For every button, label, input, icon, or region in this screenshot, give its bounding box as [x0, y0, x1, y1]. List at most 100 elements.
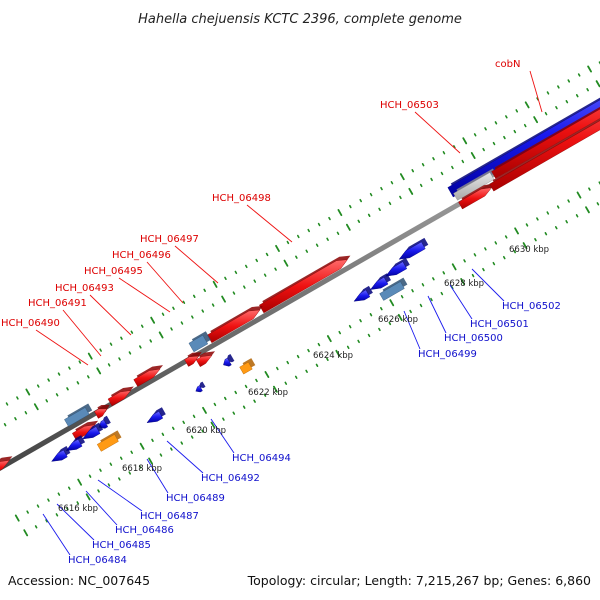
gene-feature-HCH_06485b[interactable]: [96, 434, 119, 452]
tick-mark: [514, 227, 519, 235]
gene-feature-HCH_06495[interactable]: [184, 355, 200, 367]
tick-mark: [430, 177, 433, 182]
gene-feature-HCH_06500[interactable]: [369, 276, 389, 290]
gene-label-HCH_06503[interactable]: HCH_06503: [380, 100, 439, 111]
tick-mark: [463, 259, 466, 263]
tick-mark: [513, 129, 517, 134]
tick-mark: [595, 80, 600, 88]
tick-mark: [470, 152, 476, 160]
tick-mark: [14, 417, 17, 421]
gene-feature-HCH_06502[interactable]: [398, 241, 426, 260]
gene-feature-HCH_06489[interactable]: [146, 411, 164, 423]
gene-feature-left-edge[interactable]: [0, 460, 10, 474]
gene-label-HCH_06494[interactable]: HCH_06494: [232, 453, 291, 464]
gene-feature-HCH_06490[interactable]: [64, 407, 90, 427]
gene-feature-HCH_06485[interactable]: [65, 439, 83, 451]
gene-label-HCH_06486[interactable]: HCH_06486: [115, 525, 174, 536]
gene-label-HCH_06499[interactable]: HCH_06499: [418, 349, 477, 360]
tick-mark: [575, 214, 579, 218]
tick-mark: [450, 285, 454, 290]
gene-feature-HCH_06493[interactable]: [133, 368, 161, 387]
tick-mark: [524, 101, 530, 109]
gene-feature-cobN[interactable]: [491, 79, 600, 179]
tick-mark: [389, 299, 395, 307]
tick-mark: [139, 442, 145, 450]
gene-feature-HCH_06491[interactable]: [107, 390, 132, 407]
gene-feature-HCH_06503[interactable]: [453, 172, 495, 201]
tick-mark: [534, 238, 537, 242]
tick-mark: [596, 202, 600, 206]
tick-mark: [99, 468, 102, 472]
gene-feature-HCH_06499[interactable]: [379, 281, 405, 301]
tick-mark: [421, 163, 425, 167]
tick-label: 6620 kbp: [186, 426, 226, 436]
gene-feature-HCH_06492[interactable]: [195, 385, 203, 393]
tick-mark: [305, 369, 308, 373]
tick-mark: [317, 222, 321, 227]
tick-mark: [346, 345, 350, 350]
gene-label-HCH_06501[interactable]: HCH_06501: [470, 319, 529, 330]
gene-feature-HCH_06494[interactable]: [223, 357, 232, 367]
gene-feature-HCH_06491b[interactable]: [94, 408, 108, 419]
tick-mark: [211, 303, 215, 307]
gene-label-HCH_06502[interactable]: HCH_06502: [502, 301, 561, 312]
tick-mark: [221, 295, 226, 303]
tick-mark: [440, 291, 444, 296]
tick-mark: [182, 420, 185, 425]
tick-mark: [544, 111, 548, 116]
gene-label-HCH_06498[interactable]: HCH_06498: [212, 193, 271, 204]
leader-line: [529, 70, 543, 113]
gene-feature-HCH_06498[interactable]: [259, 259, 348, 314]
tick-labels: 6616 kbp 6618 kbp 6620 kbp 6622 kbp 6624 kbp…: [58, 245, 549, 514]
tick-mark: [504, 235, 508, 239]
gene-feature-HCH_06495b[interactable]: [195, 355, 213, 367]
tick-mark: [16, 396, 19, 400]
gene-feature-HCH_06501[interactable]: [385, 261, 408, 277]
gene-label-HCH_06484[interactable]: HCH_06484: [68, 555, 127, 566]
tick-mark: [411, 169, 415, 173]
gene-label-HCH_06495[interactable]: HCH_06495: [84, 266, 143, 277]
tick-label: 6622 kbp: [248, 388, 288, 398]
tick-mark: [180, 441, 184, 445]
gene-label-HCH_06487[interactable]: HCH_06487: [140, 511, 199, 522]
gene-label-HCH_06492[interactable]: HCH_06492: [201, 473, 260, 484]
tick-mark: [390, 180, 394, 185]
gene-label-HCH_06497[interactable]: HCH_06497: [140, 234, 199, 245]
tick-mark: [224, 396, 227, 401]
tick-mark: [357, 219, 361, 223]
tick-mark: [201, 429, 204, 433]
gene-label-HCH_06496[interactable]: HCH_06496: [112, 250, 171, 261]
gene-label-HCH_06485[interactable]: HCH_06485: [92, 540, 151, 551]
tick-mark: [399, 173, 405, 181]
tick-mark: [210, 421, 216, 429]
gene-feature-HCH_06486[interactable]: [82, 426, 101, 440]
tick-mark: [66, 387, 69, 391]
tick-mark: [3, 423, 7, 427]
tick-mark: [87, 375, 90, 379]
tick-mark: [14, 514, 20, 522]
gene-feature-HCH_06484[interactable]: [51, 449, 68, 462]
gene-label-HCH_06489[interactable]: HCH_06489: [166, 493, 225, 504]
tick-mark: [139, 345, 142, 349]
leader-line: [146, 261, 184, 304]
gene-feature-HCH_06494b[interactable]: [239, 361, 253, 375]
gene-label-HCH_06490[interactable]: HCH_06490: [1, 318, 60, 329]
gene-feature-HCH_06499b[interactable]: [353, 289, 371, 302]
gene-label-HCH_06493[interactable]: HCH_06493: [55, 283, 114, 294]
gene-label-HCH_06491[interactable]: HCH_06491: [28, 298, 87, 309]
genome-backbone: [0, 120, 600, 471]
tick-mark: [525, 223, 529, 227]
tick-mark: [513, 249, 516, 254]
tick-mark: [554, 226, 558, 230]
tick-mark: [45, 519, 48, 523]
gene-label-cobN[interactable]: cobN: [495, 59, 520, 70]
gene-feature-cobN-inner[interactable]: [489, 87, 600, 192]
tick-mark: [326, 237, 329, 241]
tick-mark: [317, 342, 321, 347]
gene-feature-HCH_06496[interactable]: [188, 334, 209, 353]
tick-mark: [338, 330, 342, 335]
gene-feature-HCH_06497[interactable]: [207, 309, 261, 344]
gene-feature-HCH_06503b[interactable]: [458, 187, 493, 210]
tick-mark: [523, 123, 527, 128]
gene-label-HCH_06500[interactable]: HCH_06500: [444, 333, 503, 344]
